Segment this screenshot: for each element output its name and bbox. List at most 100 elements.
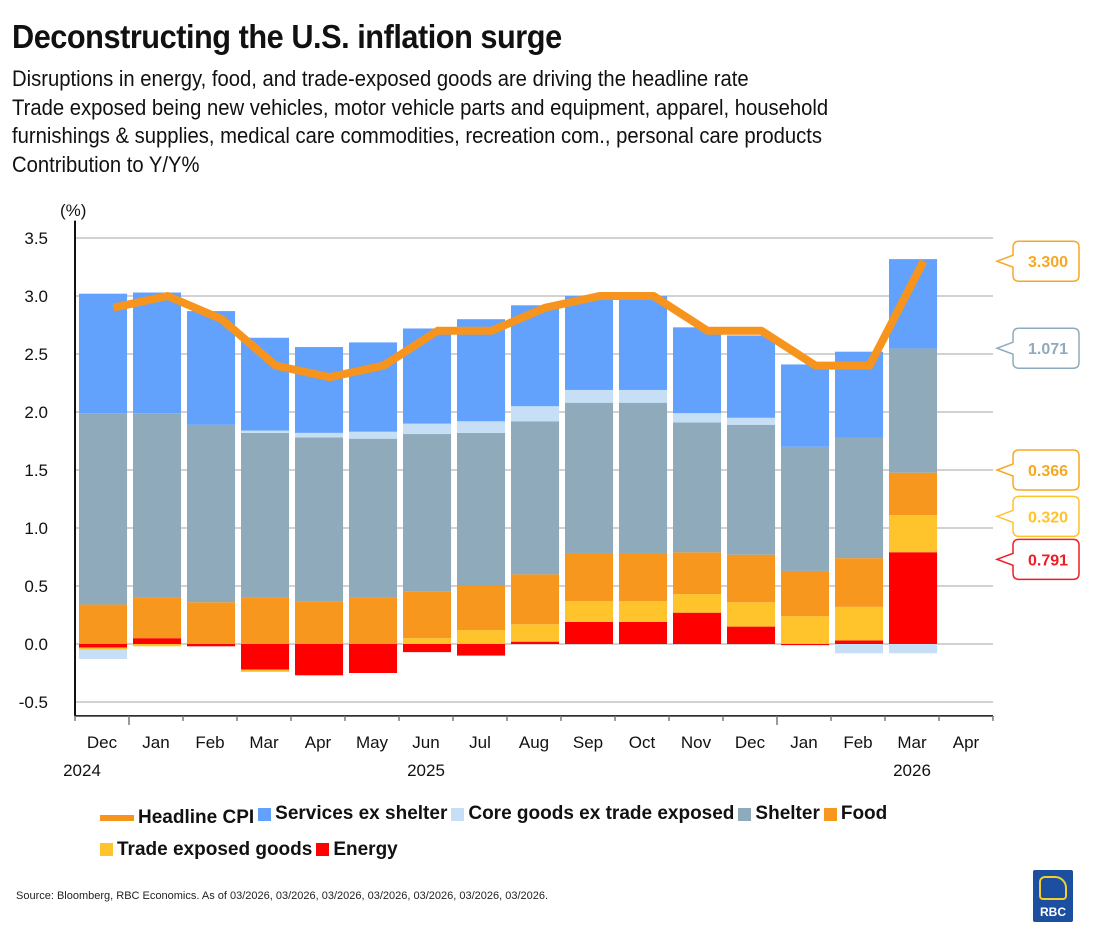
subtitle-line: Contribution to Y/Y% (12, 152, 200, 177)
legend-item: Trade exposed goods (100, 834, 312, 866)
x-tick-label: Apr (305, 733, 332, 752)
bar-segment (79, 604, 128, 644)
bar-segment (565, 601, 614, 622)
value-callout (994, 495, 1080, 538)
subtitle-line: furnishings & supplies, medical care com… (12, 123, 822, 148)
bar-segment (565, 402, 614, 554)
logo-text: RBC (1040, 905, 1066, 919)
bar-segment (349, 438, 398, 598)
y-tick-label: 3.5 (24, 229, 48, 248)
bar-segment (619, 296, 668, 390)
legend-label: Core goods ex trade exposed (468, 803, 735, 824)
bar-segment (781, 570, 830, 617)
bar-segment (133, 638, 182, 644)
value-callout (994, 327, 1080, 369)
y-tick-label: 3.0 (24, 287, 48, 306)
bar-segment (835, 606, 884, 641)
year-label: 2024 (63, 761, 101, 780)
legend-label: Food (840, 803, 888, 824)
subtitle-line: Trade exposed being new vehicles, motor … (12, 95, 829, 120)
x-tick-label: Feb (195, 733, 224, 752)
bar-segment (79, 413, 128, 605)
bar-segment (241, 432, 290, 598)
source-note: Source: Bloomberg, RBC Economics. As of … (16, 890, 549, 902)
legend-swatch (258, 807, 272, 821)
bar-segment (511, 406, 560, 422)
bar-segment (457, 319, 506, 422)
legend-label: Headline CPI (138, 806, 255, 828)
bar-segment (403, 423, 452, 435)
bar-segment (79, 644, 128, 648)
bar-segment (457, 432, 506, 586)
bar-segment (187, 424, 236, 603)
bar-segment (673, 612, 722, 644)
bar-segment (295, 437, 344, 602)
bar-segment (511, 574, 560, 625)
x-tick-label: Jun (412, 733, 439, 752)
bar-segment (349, 431, 398, 439)
bar-segment (349, 342, 398, 432)
x-tick-label: May (356, 733, 389, 752)
y-axis-label: (%) (60, 201, 86, 220)
callout-label: 0.791 (1028, 552, 1068, 569)
bar-segment (727, 602, 776, 627)
bar-segment (619, 553, 668, 602)
bar-segment (457, 586, 506, 631)
bar-segment (187, 602, 236, 644)
bar-segment (457, 630, 506, 644)
legend-label: Services ex shelter (275, 803, 448, 824)
bar-segment (565, 621, 614, 644)
bar-segment (511, 624, 560, 642)
bar-segment (727, 554, 776, 603)
bar-segment (511, 641, 560, 644)
legend-swatch (823, 807, 837, 821)
stacked-bar-chart: 3.5 3.0 2.5 2.0 1.5 1.0 0.5 0.0 -0.5 (%) Dec Jan Feb… (19, 201, 1080, 780)
y-tick-label: 2.0 (24, 403, 48, 422)
bar-segment (889, 515, 938, 553)
subtitle-line: Disruptions in energy, food, and trade-e… (12, 66, 749, 91)
bar-segment (619, 389, 668, 403)
y-tick-label: -0.5 (19, 693, 48, 712)
legend-label: Shelter (755, 803, 820, 824)
y-tick-label: 0.0 (24, 635, 48, 654)
bar-segment (241, 644, 290, 670)
callout-label: 3.300 (1028, 254, 1068, 271)
bar-segment (295, 347, 344, 433)
bar-segment (349, 644, 398, 673)
bar-segment (889, 644, 938, 654)
chart-title: Deconstructing the U.S. inflation surge (12, 18, 562, 55)
y-tick-label: 1.0 (24, 519, 48, 538)
bar-segment (673, 413, 722, 423)
bar-segment (241, 597, 290, 644)
bar-segment (295, 601, 344, 644)
bar-segment (673, 422, 722, 553)
bar-segment (79, 649, 128, 660)
bar-segment (781, 616, 830, 644)
bar-segment (133, 292, 182, 414)
legend-label: Trade exposed goods (117, 838, 313, 860)
bar-segment (79, 293, 128, 414)
legend-swatch (451, 807, 465, 821)
bar-segment (727, 626, 776, 644)
legend-swatch (316, 843, 330, 856)
x-tick-label: Mar (249, 733, 279, 752)
bar-segment (673, 552, 722, 595)
bar-segment (403, 644, 452, 653)
bar-segment (673, 327, 722, 414)
headline-cpi-line (112, 259, 928, 382)
bar-segment (565, 389, 614, 403)
bar-segment (889, 259, 938, 349)
callout-label: 0.320 (1028, 509, 1068, 526)
bar-segment (133, 597, 182, 639)
x-tick-label: Mar (897, 733, 927, 752)
bar-segment (835, 437, 884, 559)
year-label: 2026 (893, 761, 931, 780)
bar-segment (889, 348, 938, 473)
lion-icon (1039, 876, 1067, 900)
year-label: 2025 (407, 761, 445, 780)
bar-segment (511, 421, 560, 575)
legend-item: Energy (316, 834, 398, 866)
bar-segment (403, 591, 452, 639)
bar-segment (133, 413, 182, 598)
bar-segment (835, 640, 884, 644)
